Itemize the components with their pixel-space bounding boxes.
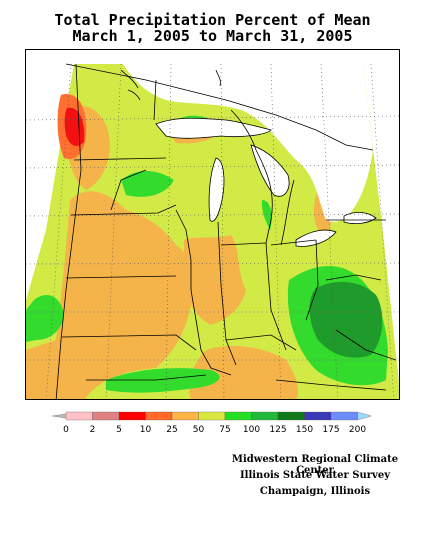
color-scale-legend: 0 2 5 10 25 50 75 100 125 150 175 200 <box>40 411 385 441</box>
legend-swatch <box>251 411 279 421</box>
region-orange-central <box>184 235 246 325</box>
canada-unshaded <box>123 64 373 222</box>
region-green-southwest <box>26 295 64 342</box>
map-date-range: March 1, 2005 to March 31, 2005 <box>72 27 353 45</box>
legend-tick-label: 150 <box>296 425 313 435</box>
lake-erie <box>296 230 336 247</box>
legend-swatch <box>92 411 120 421</box>
region-green-south <box>106 368 220 393</box>
legend-tick-label: 2 <box>90 425 96 435</box>
region-dark-green <box>309 281 383 358</box>
legend-tick-label: 75 <box>219 425 230 435</box>
graticule <box>26 63 399 399</box>
legend-tick-label: 5 <box>116 425 122 435</box>
legend-swatch <box>118 411 146 421</box>
legend-tick-label: 100 <box>243 425 260 435</box>
legend-tick-label: 175 <box>322 425 339 435</box>
precipitation-map <box>25 49 400 400</box>
legend-swatch <box>330 411 358 421</box>
legend-swatch <box>277 411 305 421</box>
credit-mrcc: Midwestern Regional Climate Center <box>231 454 399 476</box>
legend-swatch <box>198 411 226 421</box>
map-title: Total Precipitation Percent of Mean <box>54 11 371 29</box>
legend-tick-label: 10 <box>140 425 152 435</box>
legend-swatch <box>145 411 173 421</box>
legend-swatch <box>224 411 252 421</box>
legend-swatch <box>357 411 373 421</box>
region-green-upper-west <box>121 171 174 197</box>
coastline-outlines <box>120 69 377 247</box>
legend-swatch <box>65 411 93 421</box>
region-orange-south <box>26 350 61 399</box>
credit-location: Champaign, Illinois <box>259 486 371 497</box>
legend-tick-label: 125 <box>269 425 286 435</box>
credit-isws: Illinois State Water Survey <box>239 470 391 481</box>
legend-tick-label: 0 <box>63 425 69 435</box>
legend-tick-label: 200 <box>349 425 366 435</box>
state-borders <box>55 63 397 399</box>
legend-swatch <box>171 411 199 421</box>
lake-huron <box>251 145 290 197</box>
lake-michigan <box>209 158 224 222</box>
legend-tick-label: 25 <box>166 425 177 435</box>
legend-tick-label: 50 <box>193 425 205 435</box>
lake-ontario <box>344 212 376 224</box>
region-orange-southeast <box>189 345 298 399</box>
legend-swatch <box>304 411 332 421</box>
region-orange-west <box>26 191 196 399</box>
